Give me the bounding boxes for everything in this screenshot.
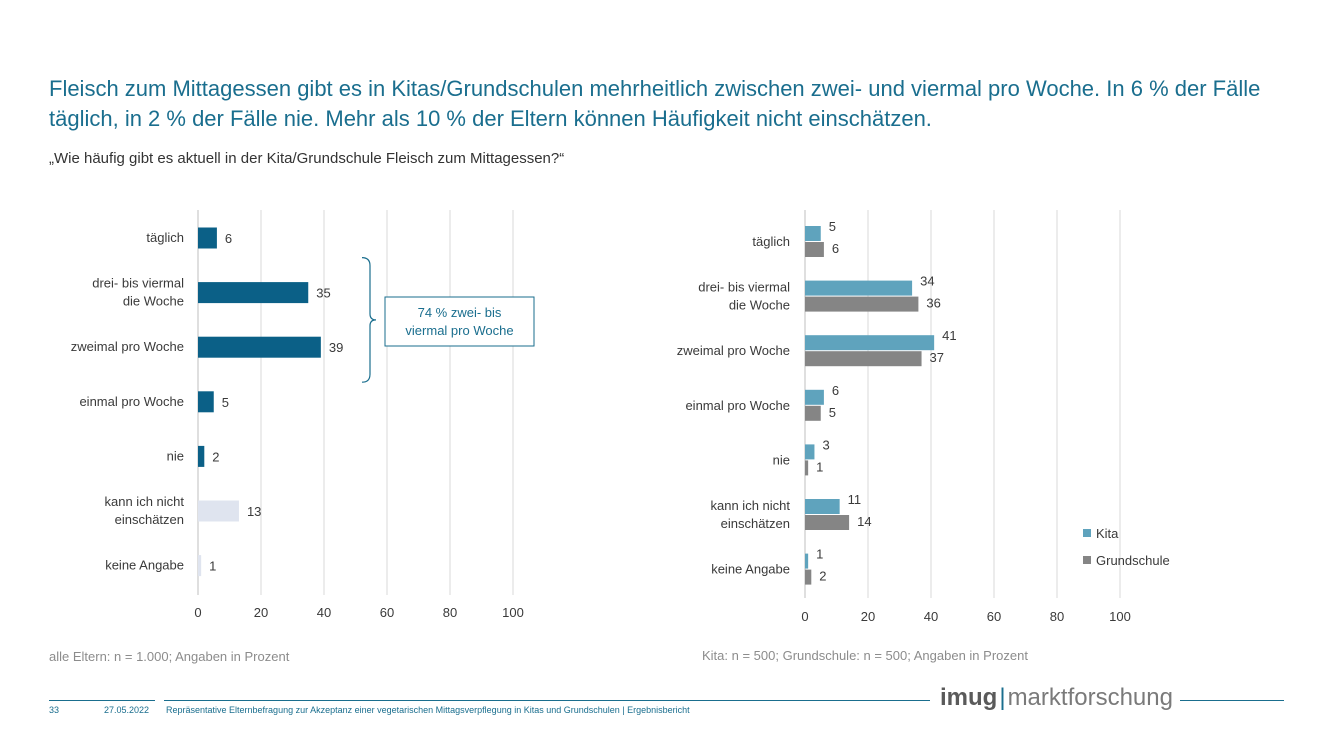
right-chart-value-label: 36 bbox=[926, 296, 940, 311]
left-chart-tick-label: 100 bbox=[502, 605, 524, 620]
left-chart-tick-label: 40 bbox=[317, 605, 331, 620]
logo-bold-text: imug bbox=[940, 684, 998, 711]
left-chart-value-label: 2 bbox=[212, 449, 219, 464]
left-chart-bar bbox=[198, 227, 217, 249]
left-chart-tick-label: 20 bbox=[254, 605, 268, 620]
right-chart-value-label: 1 bbox=[816, 459, 823, 474]
right-chart-value-label: 5 bbox=[829, 405, 836, 420]
right-chart-value-label: 5 bbox=[829, 219, 836, 234]
footer-page-number: 33 bbox=[49, 705, 60, 715]
right-chart-bar-kita bbox=[805, 389, 824, 405]
left-chart-bar bbox=[198, 500, 239, 522]
footer-line-left bbox=[49, 700, 155, 701]
left-chart-bar bbox=[198, 555, 202, 577]
left-chart-category-label: nie bbox=[167, 448, 184, 463]
left-chart-category-label: zweimal pro Woche bbox=[71, 339, 184, 354]
logo-separator: | bbox=[999, 684, 1006, 711]
left-chart-bracket bbox=[361, 257, 377, 383]
legend-swatch-kita bbox=[1083, 529, 1091, 537]
right-chart-value-label: 14 bbox=[857, 514, 871, 529]
right-chart-bar-grundschule bbox=[805, 351, 922, 367]
left-chart-category-label: kann ich nicht einschätzen bbox=[105, 494, 185, 527]
right-chart-bar-kita bbox=[805, 226, 821, 241]
left-chart-bar bbox=[198, 445, 205, 467]
right-chart-bar-kita bbox=[805, 499, 840, 514]
right-chart-value-label: 6 bbox=[832, 383, 839, 398]
left-chart-value-label: 39 bbox=[329, 340, 343, 355]
left-chart-value-label: 35 bbox=[316, 286, 330, 301]
left-chart-value-label: 1 bbox=[209, 559, 216, 574]
right-chart-tick-label: 40 bbox=[924, 609, 938, 624]
right-chart-bar-grundschule bbox=[805, 242, 824, 257]
right-chart-bar-kita bbox=[805, 553, 809, 569]
right-chart-category-label: keine Angabe bbox=[711, 562, 790, 577]
left-chart-value-label: 13 bbox=[247, 504, 261, 519]
right-chart-tick-label: 80 bbox=[1050, 609, 1064, 624]
right-chart-category-label: nie bbox=[773, 452, 790, 467]
left-chart-value-label: 5 bbox=[222, 395, 229, 410]
right-chart-value-label: 2 bbox=[819, 569, 826, 584]
chart-left-note: alle Eltern: n = 1.000; Angaben in Proze… bbox=[49, 649, 290, 664]
left-chart-tick-label: 0 bbox=[194, 605, 201, 620]
footer-line-middle bbox=[164, 700, 930, 701]
right-chart-bar-grundschule bbox=[805, 569, 812, 585]
right-chart-category-label: drei- bis viermal die Woche bbox=[698, 280, 790, 313]
right-chart-category-label: kann ich nicht einschätzen bbox=[711, 498, 791, 531]
right-chart-value-label: 41 bbox=[942, 328, 956, 343]
left-chart-category-label: täglich bbox=[146, 230, 184, 245]
right-chart-category-label: einmal pro Woche bbox=[685, 398, 790, 413]
left-chart-category-label: keine Angabe bbox=[105, 558, 184, 573]
right-chart-value-label: 6 bbox=[832, 241, 839, 256]
survey-question: „Wie häufig gibt es aktuell in der Kita/… bbox=[49, 150, 565, 167]
right-chart-tick-label: 100 bbox=[1109, 609, 1131, 624]
right-chart-value-label: 37 bbox=[930, 350, 944, 365]
chart-right-note: Kita: n = 500; Grundschule: n = 500; Ang… bbox=[702, 648, 1028, 663]
right-chart-value-label: 34 bbox=[920, 274, 934, 289]
right-chart-value-label: 3 bbox=[822, 437, 829, 452]
right-chart-tick-label: 20 bbox=[861, 609, 875, 624]
left-chart-value-label: 6 bbox=[225, 231, 232, 246]
right-chart-bar-kita bbox=[805, 335, 935, 351]
right-chart-bar-grundschule bbox=[805, 515, 850, 530]
right-chart-category-label: zweimal pro Woche bbox=[677, 343, 790, 358]
left-chart-category-label: drei- bis viermal die Woche bbox=[92, 276, 184, 309]
footer-line-right bbox=[1180, 700, 1284, 701]
left-chart-annotation: 74 % zwei- bis viermal pro Woche bbox=[405, 305, 513, 338]
right-chart-bar-grundschule bbox=[805, 405, 821, 421]
right-chart-tick-label: 0 bbox=[801, 609, 808, 624]
legend-label-kita: Kita bbox=[1096, 526, 1119, 541]
right-chart-bar-kita bbox=[805, 444, 815, 460]
imug-logo: imug|marktforschung bbox=[940, 684, 1173, 712]
footer-date: 27.05.2022 bbox=[104, 705, 150, 715]
left-chart-bar bbox=[198, 391, 214, 413]
right-chart-value-label: 1 bbox=[816, 547, 823, 562]
right-chart-bar-kita bbox=[805, 280, 913, 296]
logo-text: marktforschung bbox=[1007, 684, 1173, 711]
footer-report-title: Repräsentative Elternbefragung zur Akzep… bbox=[166, 705, 690, 715]
left-chart-tick-label: 80 bbox=[443, 605, 457, 620]
right-chart-tick-label: 60 bbox=[987, 609, 1001, 624]
right-chart-bar-grundschule bbox=[805, 296, 919, 312]
right-chart-bar-grundschule bbox=[805, 460, 809, 476]
page-title: Fleisch zum Mittagessen gibt es in Kitas… bbox=[49, 76, 1261, 131]
legend-label-grundschule: Grundschule bbox=[1096, 553, 1170, 568]
left-chart-tick-label: 60 bbox=[380, 605, 394, 620]
right-chart-value-label: 11 bbox=[848, 492, 862, 507]
left-chart-bar bbox=[198, 282, 309, 304]
left-chart-annotation-box bbox=[384, 296, 535, 347]
left-chart-category-label: einmal pro Woche bbox=[79, 394, 184, 409]
right-chart-category-label: täglich bbox=[752, 234, 790, 249]
left-chart-bar bbox=[198, 336, 321, 358]
legend-swatch-grundschule bbox=[1083, 556, 1091, 564]
